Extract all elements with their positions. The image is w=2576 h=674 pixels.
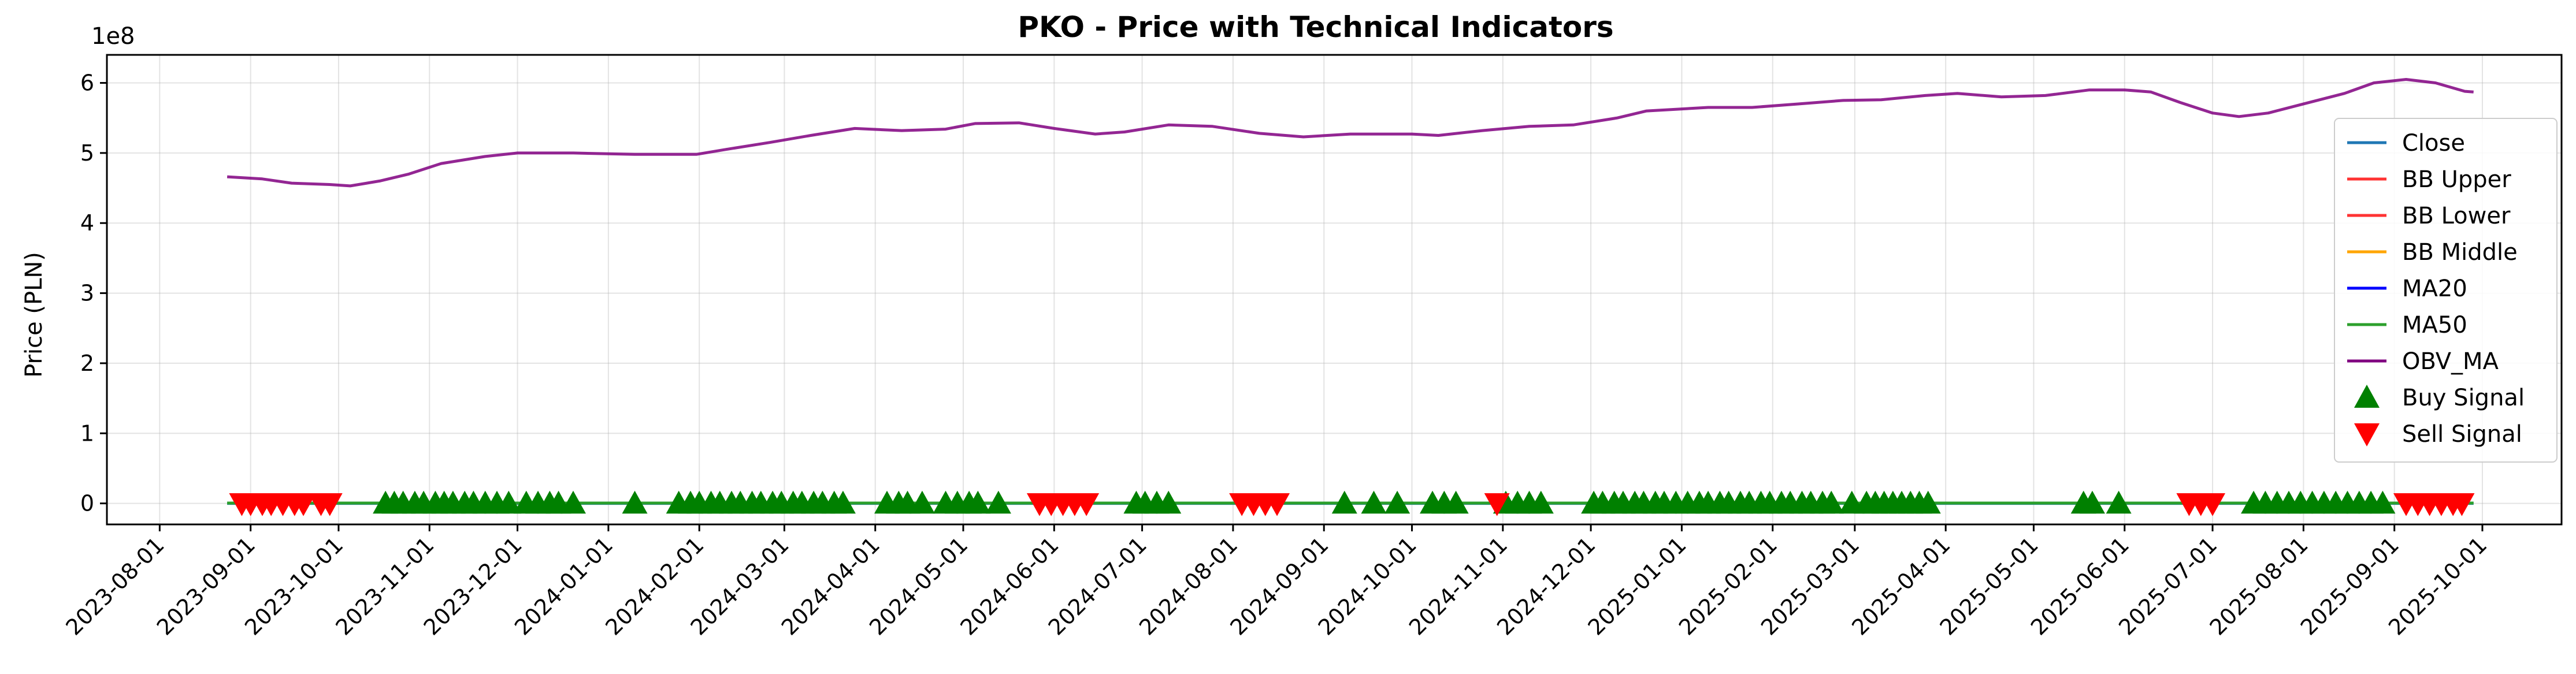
buy-signal-marker xyxy=(909,490,935,514)
legend-label: Buy Signal xyxy=(2402,385,2525,411)
buy-signal-marker xyxy=(1443,490,1469,514)
legend-swatch xyxy=(2354,385,2380,408)
buy-signal-marker xyxy=(2106,490,2132,514)
buy-signal-marker xyxy=(1331,490,1357,514)
buy-signal-marker xyxy=(560,490,586,514)
y-tick-label: 0 xyxy=(80,491,94,516)
buy-signal-marker xyxy=(2079,490,2105,514)
buy-signal-marker xyxy=(622,490,648,514)
plot-frame xyxy=(106,54,2563,526)
y-axis-label: Price (PLN) xyxy=(21,252,47,378)
buy-signal-marker xyxy=(1818,490,1844,514)
y-offset-label: 1e8 xyxy=(91,23,135,50)
sell-signal-marker xyxy=(1484,493,1510,516)
y-axis: 0 1 2 3 4 5 6 xyxy=(80,70,107,516)
grid xyxy=(107,55,2562,524)
legend-box xyxy=(2334,118,2558,463)
y-tick-label: 1 xyxy=(80,420,94,446)
series-obv-ma xyxy=(227,78,2474,188)
y-tick-label: 2 xyxy=(80,351,94,376)
legend-label: MA50 xyxy=(2402,312,2467,338)
signal-markers xyxy=(229,490,2475,516)
buy-signal-marker xyxy=(965,490,991,514)
buy-signal-marker xyxy=(830,490,856,514)
y-tick-label: 4 xyxy=(80,210,94,236)
y-tick-label: 5 xyxy=(80,140,94,166)
sell-signal-marker xyxy=(1074,493,1100,516)
buy-signal-marker xyxy=(2370,490,2396,514)
sell-signal-marker xyxy=(291,493,317,516)
legend-label: BB Middle xyxy=(2402,239,2518,266)
sell-signal-marker xyxy=(2200,493,2226,516)
buy-signal-marker xyxy=(1915,490,1941,514)
legend-label: OBV_MA xyxy=(2402,348,2499,375)
y-tick-label: 3 xyxy=(80,281,94,306)
buy-signal-marker xyxy=(985,490,1011,514)
legend-label: Close xyxy=(2402,130,2465,157)
y-tick-label: 6 xyxy=(80,70,94,96)
sell-signal-marker xyxy=(317,493,343,516)
legend-label: Sell Signal xyxy=(2402,421,2522,448)
buy-signal-marker xyxy=(1528,490,1554,514)
legend: Close BB Upper BB Lower BB Middle MA20 MA50 OB… xyxy=(2334,118,2558,463)
buy-signal-marker xyxy=(1156,490,1182,514)
chart-title: PKO - Price with Technical Indicators xyxy=(1018,10,1613,44)
legend-label: BB Lower xyxy=(2402,203,2511,229)
sell-signal-marker xyxy=(1264,493,1290,516)
legend-swatch xyxy=(2354,423,2380,446)
buy-signal-marker xyxy=(1384,490,1411,514)
sell-signal-marker xyxy=(2449,493,2475,516)
legend-label: MA20 xyxy=(2402,275,2467,302)
buy-signal-marker xyxy=(1361,490,1387,514)
legend-label: BB Upper xyxy=(2402,166,2511,193)
buy-signal-marker xyxy=(496,490,522,514)
